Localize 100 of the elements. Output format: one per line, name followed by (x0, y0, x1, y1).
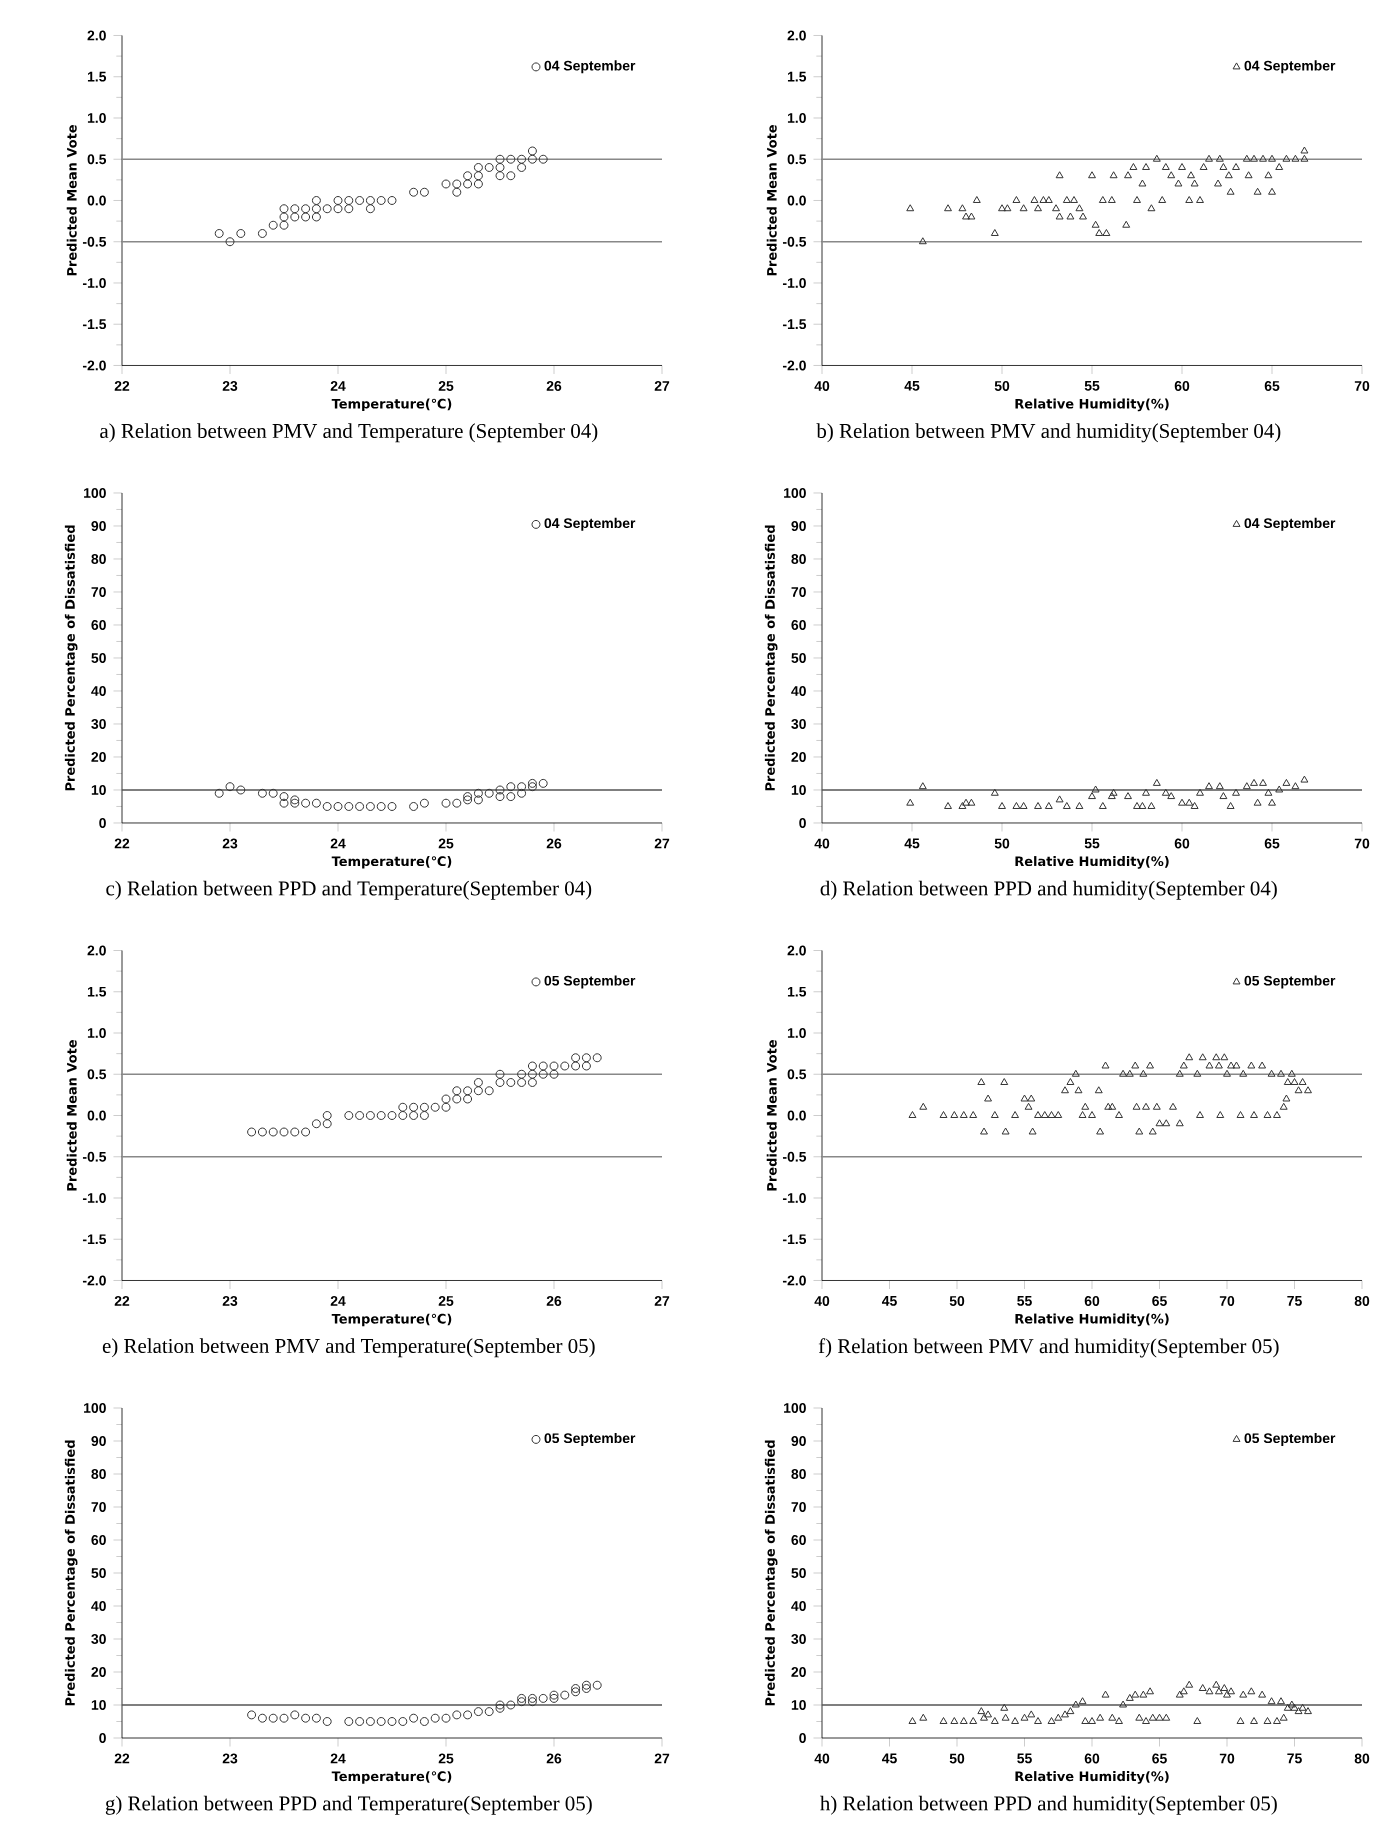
point (1062, 802, 1071, 809)
point (506, 792, 516, 802)
point (376, 1111, 386, 1120)
point (998, 802, 1006, 809)
point (365, 196, 375, 205)
point (355, 1717, 365, 1726)
point (1107, 792, 1116, 800)
point (301, 1713, 311, 1723)
point (225, 782, 235, 792)
point (538, 1061, 548, 1071)
point (538, 1693, 548, 1703)
point (257, 788, 267, 798)
point (506, 171, 516, 181)
point (527, 1069, 537, 1079)
point (387, 802, 397, 811)
point (495, 154, 505, 164)
point (452, 187, 462, 197)
point (355, 802, 365, 811)
point (1190, 802, 1199, 809)
point (473, 1078, 483, 1087)
point (1300, 775, 1309, 783)
point (962, 798, 970, 806)
point (279, 1127, 289, 1137)
point (463, 179, 473, 189)
point (906, 798, 915, 806)
point (495, 163, 505, 172)
point (517, 782, 527, 792)
point (409, 187, 419, 197)
text: c) Relation between PPD and Temperature(September 04) (106, 880, 592, 900)
point (279, 220, 289, 230)
point (257, 1127, 267, 1137)
point (333, 196, 343, 205)
point (398, 1111, 408, 1120)
point (473, 171, 483, 181)
point (538, 778, 548, 788)
point (290, 204, 300, 214)
point (333, 802, 343, 811)
point (311, 1119, 321, 1129)
point (290, 1710, 300, 1720)
point (1044, 802, 1053, 809)
point (1282, 778, 1291, 786)
point (571, 1053, 581, 1063)
point (236, 785, 246, 795)
point (473, 179, 483, 189)
point (1259, 778, 1267, 786)
point (344, 196, 354, 205)
point (484, 163, 494, 172)
point (484, 1086, 494, 1096)
point (290, 212, 300, 222)
point (1185, 798, 1194, 806)
point (967, 798, 976, 806)
point (495, 792, 505, 802)
point (301, 212, 311, 222)
point (517, 788, 527, 798)
point (495, 1069, 505, 1079)
point (290, 1127, 300, 1137)
point (311, 1713, 321, 1723)
point (333, 204, 343, 214)
point (214, 788, 224, 798)
point (473, 795, 483, 805)
point (1147, 802, 1156, 809)
point (225, 237, 235, 247)
point (484, 788, 494, 798)
point (268, 1713, 278, 1723)
point (322, 1111, 332, 1120)
point (517, 1078, 527, 1087)
point (322, 802, 332, 811)
point (398, 1717, 408, 1726)
point (268, 788, 278, 798)
point (944, 802, 952, 809)
point (517, 1069, 527, 1079)
point (452, 179, 462, 189)
point (473, 1086, 483, 1096)
point (279, 212, 289, 222)
point (365, 1717, 375, 1726)
point (247, 1127, 257, 1137)
point (419, 187, 429, 197)
point (279, 792, 289, 802)
point (441, 1094, 451, 1104)
point (581, 1684, 591, 1693)
point (419, 1102, 429, 1112)
point (365, 802, 375, 811)
point (506, 1078, 516, 1087)
point (1152, 778, 1161, 786)
point (1232, 788, 1240, 796)
point (506, 154, 516, 164)
point (1242, 782, 1251, 790)
point (484, 1707, 494, 1717)
point (1019, 802, 1028, 809)
point (322, 204, 332, 214)
point (463, 171, 473, 181)
point (527, 1697, 537, 1707)
point (268, 1127, 278, 1137)
point (301, 798, 311, 808)
point (452, 1086, 462, 1096)
point (257, 229, 267, 238)
text: f) Relation between PMV and humidity(September 05) (818, 1338, 1279, 1358)
point (409, 1713, 419, 1723)
point (355, 196, 365, 205)
point (441, 179, 451, 189)
